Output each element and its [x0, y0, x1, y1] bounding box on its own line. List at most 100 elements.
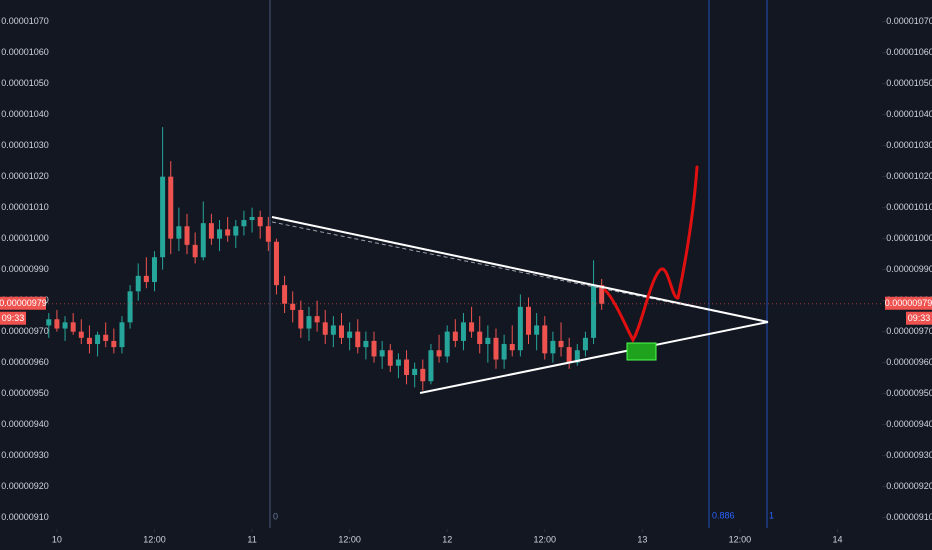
candle-body [168, 176, 174, 239]
x-tick-label: 10 [52, 534, 62, 544]
y-tick-label: 0.00000960 [1, 357, 49, 367]
last-price-label: 0.00000979 [0, 298, 47, 308]
y-tick-label: 0.00001050 [1, 78, 49, 88]
y-tick-label: 0.00000960 [886, 357, 932, 367]
x-tick-label: 14 [832, 534, 842, 544]
x-tick-label: 13 [637, 534, 647, 544]
candle-body [265, 226, 271, 242]
fib-label: 0.886 [712, 510, 735, 520]
y-tick-label: 0.00000990 [886, 264, 932, 274]
candle-body [282, 285, 288, 304]
candle-body [290, 303, 296, 310]
candle-body [387, 350, 393, 366]
candle-body [135, 275, 141, 292]
y-tick-label: 0.00000950 [886, 388, 932, 398]
candle-body [192, 244, 198, 258]
candle-body [526, 306, 532, 335]
y-tick-label: 0.00000930 [1, 450, 49, 460]
last-price-box [0, 296, 46, 310]
candle-body [46, 319, 52, 326]
candle-body [395, 359, 401, 366]
y-tick-label: 0.00001000 [1, 233, 49, 243]
axes: 0.00000910 0.00000910 0.00000920 0.00000920… [0, 16, 932, 544]
x-tick-label: 12:00 [534, 534, 557, 544]
candle-body [363, 340, 369, 348]
trend-upper [271, 216, 769, 323]
candle-body [509, 344, 515, 351]
candle-body [217, 229, 223, 239]
y-tick-label: 0.00000910 [886, 512, 932, 522]
candle-body [412, 368, 418, 376]
candle-body [176, 226, 182, 239]
y-tick-label: 0.00001010 [886, 202, 932, 212]
candle-body [78, 331, 84, 338]
last-price-box [885, 296, 932, 310]
candle-body [54, 319, 60, 329]
candle-body [225, 229, 231, 236]
x-tick-label: 11 [247, 534, 256, 544]
fib-label: 0 [273, 511, 278, 521]
candle-body [143, 275, 149, 283]
candle-body [241, 220, 247, 227]
target-box [626, 342, 657, 361]
y-tick-label: 0.00000940 [1, 419, 49, 429]
candle-body [322, 322, 328, 335]
x-tick-label: 12:00 [143, 534, 166, 544]
x-tick-label: 12:00 [729, 534, 752, 544]
candle-body [436, 350, 442, 357]
candle-body [469, 322, 475, 332]
y-tick-label: 0.00001070 [886, 16, 932, 26]
y-tick-label: 0.00000920 [886, 481, 932, 491]
candle-body [160, 176, 166, 258]
candle-body [558, 340, 564, 348]
candle-body [444, 331, 450, 357]
candle-body [347, 331, 353, 338]
y-tick-label: 0.00001040 [886, 109, 932, 119]
candle-body [534, 325, 540, 335]
candle-body [86, 337, 92, 345]
y-tick-label: 0.00000970 [1, 326, 49, 336]
candle-body [103, 334, 109, 341]
fib-label: 1 [769, 510, 774, 520]
y-tick-label: 0.00001030 [1, 140, 49, 150]
projection-curve [603, 165, 699, 344]
y-tick-label: 0.00000920 [1, 481, 49, 491]
y-tick-label: 0.00001020 [1, 171, 49, 181]
candle-body [574, 350, 580, 363]
candle-body [371, 340, 377, 357]
candle-body [273, 241, 279, 286]
candle-body [542, 325, 548, 354]
candle-body [208, 223, 214, 239]
y-tick-label: 0.00001020 [886, 171, 932, 181]
candle-body [119, 322, 125, 348]
candle-body [599, 285, 605, 304]
candle-body [95, 334, 101, 345]
countdown-label: 09:33 [908, 313, 931, 323]
y-tick-label: 0.00000950 [1, 388, 49, 398]
x-tick-label: 12:00 [338, 534, 361, 544]
y-tick-label: 0.00001050 [886, 78, 932, 88]
candle-body [298, 309, 304, 329]
candle-body [184, 226, 190, 245]
candle-body [249, 216, 255, 221]
y-tick-label: 0.00000910 [1, 512, 49, 522]
candle-body [452, 331, 458, 341]
candle-body [379, 350, 385, 357]
candle-body [111, 340, 117, 348]
countdown-label: 09:33 [2, 313, 25, 323]
y-tick-label: 0.00000940 [886, 419, 932, 429]
candle-body [517, 306, 523, 351]
x-tick-label: 12 [442, 534, 452, 544]
trend-lower [419, 321, 769, 394]
y-tick-label: 0.00001030 [886, 140, 932, 150]
candle-body [428, 350, 434, 382]
y-tick-label: 0.00000990 [1, 264, 49, 274]
candle-body [127, 291, 133, 323]
y-tick-label: 0.00001000 [886, 233, 932, 243]
candle-body [591, 285, 597, 338]
candle-body [62, 322, 68, 329]
candle-body [306, 316, 312, 329]
